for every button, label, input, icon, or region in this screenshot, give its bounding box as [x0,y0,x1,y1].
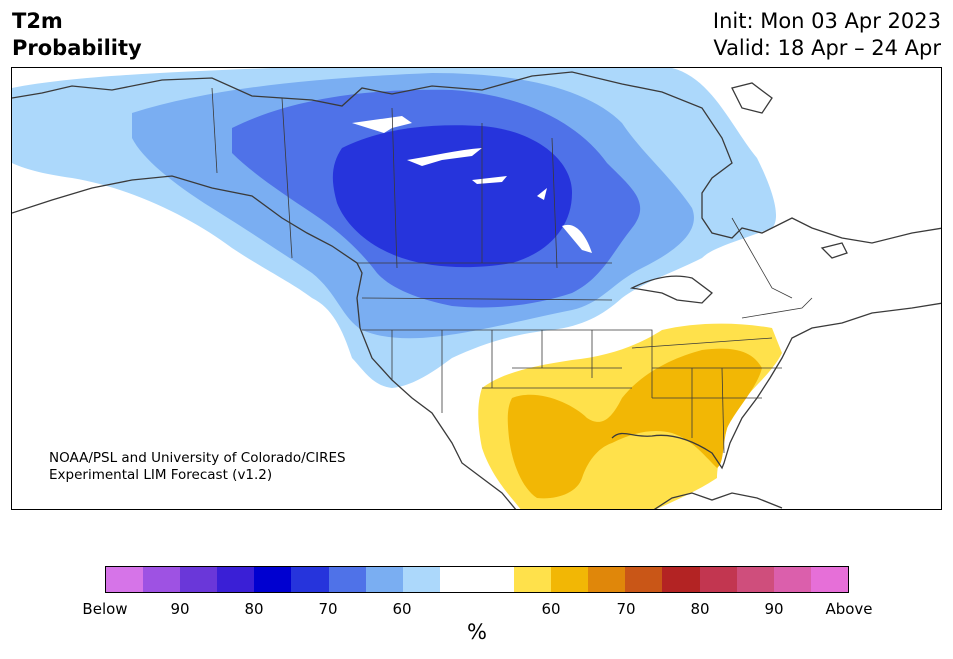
units-label: % [467,620,487,644]
valid-dates: Valid: 18 Apr – 24 Apr [713,36,941,60]
credit-text: NOAA/PSL and University of Colorado/CIRE… [49,450,346,484]
lake-shape-2 [407,148,482,166]
colorbar-segment [514,567,552,592]
title-line-2: Probability [12,36,142,60]
colorbar-segment [476,567,515,592]
colorbar-tick-label: 60 [392,600,412,618]
colorbar-segment [699,567,737,592]
colorbar-segment [143,567,181,592]
colorbar-tick-label: 80 [690,600,710,618]
colorbar-segment [180,567,218,592]
colorbar-segment [254,567,292,592]
colorbar-segment [551,567,589,592]
map-canvas [12,68,941,509]
credit-line-2: Experimental LIM Forecast (v1.2) [49,467,273,483]
credit-line-1: NOAA/PSL and University of Colorado/CIRE… [49,450,346,466]
lake-shape-1 [352,116,412,133]
forecast-dates: Init: Mon 03 Apr 2023 Valid: 18 Apr – 24… [713,8,941,62]
lake-shape-4 [537,188,547,200]
colorbar-tick-label: 70 [616,600,636,618]
lake-shape-5 [562,224,592,253]
colorbar-segment [588,567,626,592]
below-80-region [332,125,572,268]
colorbar-segment [439,567,477,592]
above-60-region [507,348,762,499]
colorbar-segment [810,567,848,592]
colorbar-segment [402,567,440,592]
coastlines [12,71,941,509]
colorbar-segment [217,567,255,592]
colorbar-tick-label: 60 [541,600,561,618]
colorbar [105,566,849,593]
colorbar-segment [328,567,366,592]
colorbar-segment [365,567,403,592]
colorbar-segment [106,567,144,592]
colorbar-segment [625,567,663,592]
map-title: T2m Probability [12,8,142,62]
colorbar-tick-label: 70 [318,600,338,618]
state-borders [211,87,813,454]
colorbar-tick-label: Above [825,600,873,618]
colorbar-tick-label: 80 [244,600,264,618]
colorbar-segment [662,567,700,592]
probability-map [11,67,942,510]
lake-shape-3 [472,176,507,184]
colorbar-segment [773,567,811,592]
colorbar-segment [736,567,774,592]
init-date: Init: Mon 03 Apr 2023 [712,9,941,33]
colorbar-tick-label: 90 [170,600,190,618]
colorbar-segment [291,567,329,592]
colorbar-tick-label: Below [82,600,128,618]
colorbar-tick-label: 90 [764,600,784,618]
title-line-1: T2m [12,9,63,33]
